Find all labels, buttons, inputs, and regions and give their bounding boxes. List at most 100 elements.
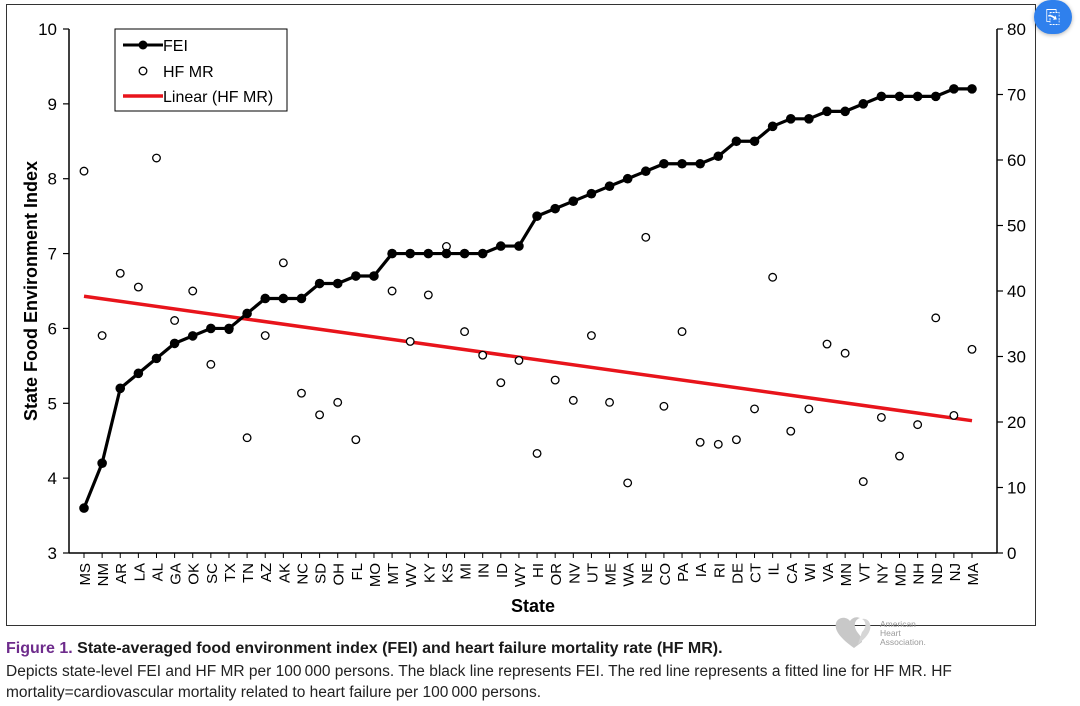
x-tick-label-vt: VT — [856, 563, 873, 582]
fei-point-ut — [586, 188, 597, 199]
hf-mr-point-mi — [460, 327, 470, 337]
hf-mr-point-or — [550, 375, 560, 385]
x-tick-label-va: VA — [820, 563, 837, 582]
hf-mr-point-hi — [532, 448, 542, 458]
fei-point-oh — [332, 278, 343, 289]
hf-mr-point-nv — [568, 395, 578, 405]
legend-fei-marker — [138, 40, 148, 50]
hf-mr-point-ma — [967, 344, 977, 354]
fei-point-wi — [804, 114, 814, 124]
x-tick-label-il: IL — [766, 563, 783, 576]
right-y-tick-label: 30 — [1007, 348, 1026, 367]
fei-point-al — [151, 353, 162, 364]
fei-point-va — [822, 106, 832, 117]
x-tick-label-sd: SD — [313, 563, 330, 584]
legend-hf-mr-marker — [138, 66, 148, 76]
x-tick-label-mi: MI — [458, 563, 475, 580]
x-tick-label-nh: NH — [911, 563, 928, 585]
fei-point-ia — [695, 158, 705, 169]
x-tick-label-ca: CA — [784, 563, 801, 584]
right-y-tick-label: 70 — [1007, 86, 1026, 105]
left-y-tick-label: 5 — [48, 394, 57, 413]
fei-point-sc — [206, 323, 216, 334]
x-tick-label-co: CO — [657, 563, 674, 586]
hf-mr-point-wa — [623, 478, 633, 488]
left-y-tick-label: 10 — [38, 20, 57, 39]
x-tick-label-ky: KY — [421, 563, 438, 583]
hf-mr-point-il — [768, 272, 778, 282]
fei-point-tn — [242, 308, 252, 319]
x-tick-label-tx: TX — [222, 563, 239, 582]
fei-point-hi — [532, 211, 542, 221]
fei-point-ks — [441, 248, 452, 259]
fei-point-id — [496, 241, 506, 251]
x-tick-label-ma: MA — [965, 563, 982, 586]
hf-mr-point-ia — [695, 437, 705, 447]
hf-mr-point-fl — [351, 435, 361, 445]
fei-point-pa — [677, 158, 687, 169]
fei-point-ca — [785, 114, 796, 124]
hf-mr-point-co — [659, 401, 669, 411]
x-tick-label-al: AL — [149, 563, 166, 581]
x-axis-title: State — [511, 596, 555, 616]
right-y-tick-label: 60 — [1007, 151, 1026, 170]
hf-mr-point-wy — [514, 355, 524, 365]
left-y-tick-label: 8 — [48, 170, 57, 189]
fei-point-nd — [930, 91, 941, 102]
fei-point-la — [133, 368, 144, 379]
logo-line-1: American — [880, 619, 916, 629]
x-tick-label-id: ID — [494, 563, 511, 578]
x-tick-label-ak: AK — [276, 563, 293, 583]
hf-mr-point-ny — [876, 412, 886, 422]
fei-point-nh — [912, 91, 923, 102]
fei-point-ga — [169, 338, 180, 349]
right-y-tick-label: 40 — [1007, 282, 1026, 301]
hf-mr-point-ms — [79, 166, 89, 176]
hf-mr-point-nj — [949, 411, 959, 420]
x-tick-label-in: IN — [476, 563, 493, 578]
right-y-tick-label: 10 — [1007, 479, 1026, 498]
logo-line-2: Heart — [880, 628, 901, 638]
right-y-tick-label: 0 — [1007, 544, 1016, 563]
fei-point-nc — [296, 293, 307, 304]
x-tick-label-md: MD — [893, 563, 910, 586]
hf-mr-point-az — [260, 331, 270, 340]
fei-point-mi — [459, 248, 470, 259]
fei-point-wv — [405, 248, 416, 259]
fei-point-tx — [224, 323, 234, 334]
x-tick-label-sc: SC — [204, 563, 221, 584]
hf-mr-point-me — [605, 397, 615, 407]
hf-mr-point-nc — [297, 388, 306, 398]
translate-badge-icon[interactable]: ⎘ — [1034, 0, 1072, 34]
fei-point-ne — [640, 166, 651, 177]
hf-mr-point-va — [822, 339, 832, 349]
logo-line-3: Association. — [880, 637, 926, 647]
hf-mr-point-md — [895, 451, 904, 461]
fei-point-mt — [387, 248, 397, 259]
x-tick-label-la: LA — [131, 563, 148, 581]
hf-mr-point-nm — [97, 331, 107, 340]
hf-mr-point-ga — [170, 316, 180, 325]
chart-frame: 3 4 5 6 7 8 9 10 0 10 20 30 40 50 60 70 80 MS NM AR LA AL GA OK… — [6, 4, 1036, 626]
left-y-tick-label: 6 — [48, 319, 57, 338]
x-tick-label-oh: OH — [331, 563, 348, 586]
figure-title: State-averaged food environment index (F… — [77, 640, 723, 657]
hf-mr-point-oh — [333, 397, 343, 407]
hf-mr-point-al — [152, 153, 161, 163]
fei-point-mo — [369, 271, 379, 281]
fei-point-me — [604, 181, 615, 191]
fei-point-md — [894, 91, 905, 102]
fei-point-az — [260, 293, 271, 304]
x-tick-label-pa: PA — [675, 563, 692, 582]
x-tick-label-ne: NE — [639, 563, 656, 584]
hf-mr-point-vt — [858, 477, 868, 487]
fei-point-nm — [97, 458, 107, 468]
x-tick-label-wi: WI — [802, 563, 819, 581]
x-tick-label-ut: UT — [584, 563, 601, 583]
figure-caption-body: Depicts state-level FEI and HF MR per 10… — [6, 663, 952, 701]
hf-mr-point-pa — [677, 327, 687, 337]
hf-mr-point-la — [133, 282, 143, 292]
hf-mr-point-wi — [804, 404, 814, 414]
hf-mr-point-ky — [423, 290, 433, 300]
legend-fei-label: FEI — [163, 38, 188, 55]
